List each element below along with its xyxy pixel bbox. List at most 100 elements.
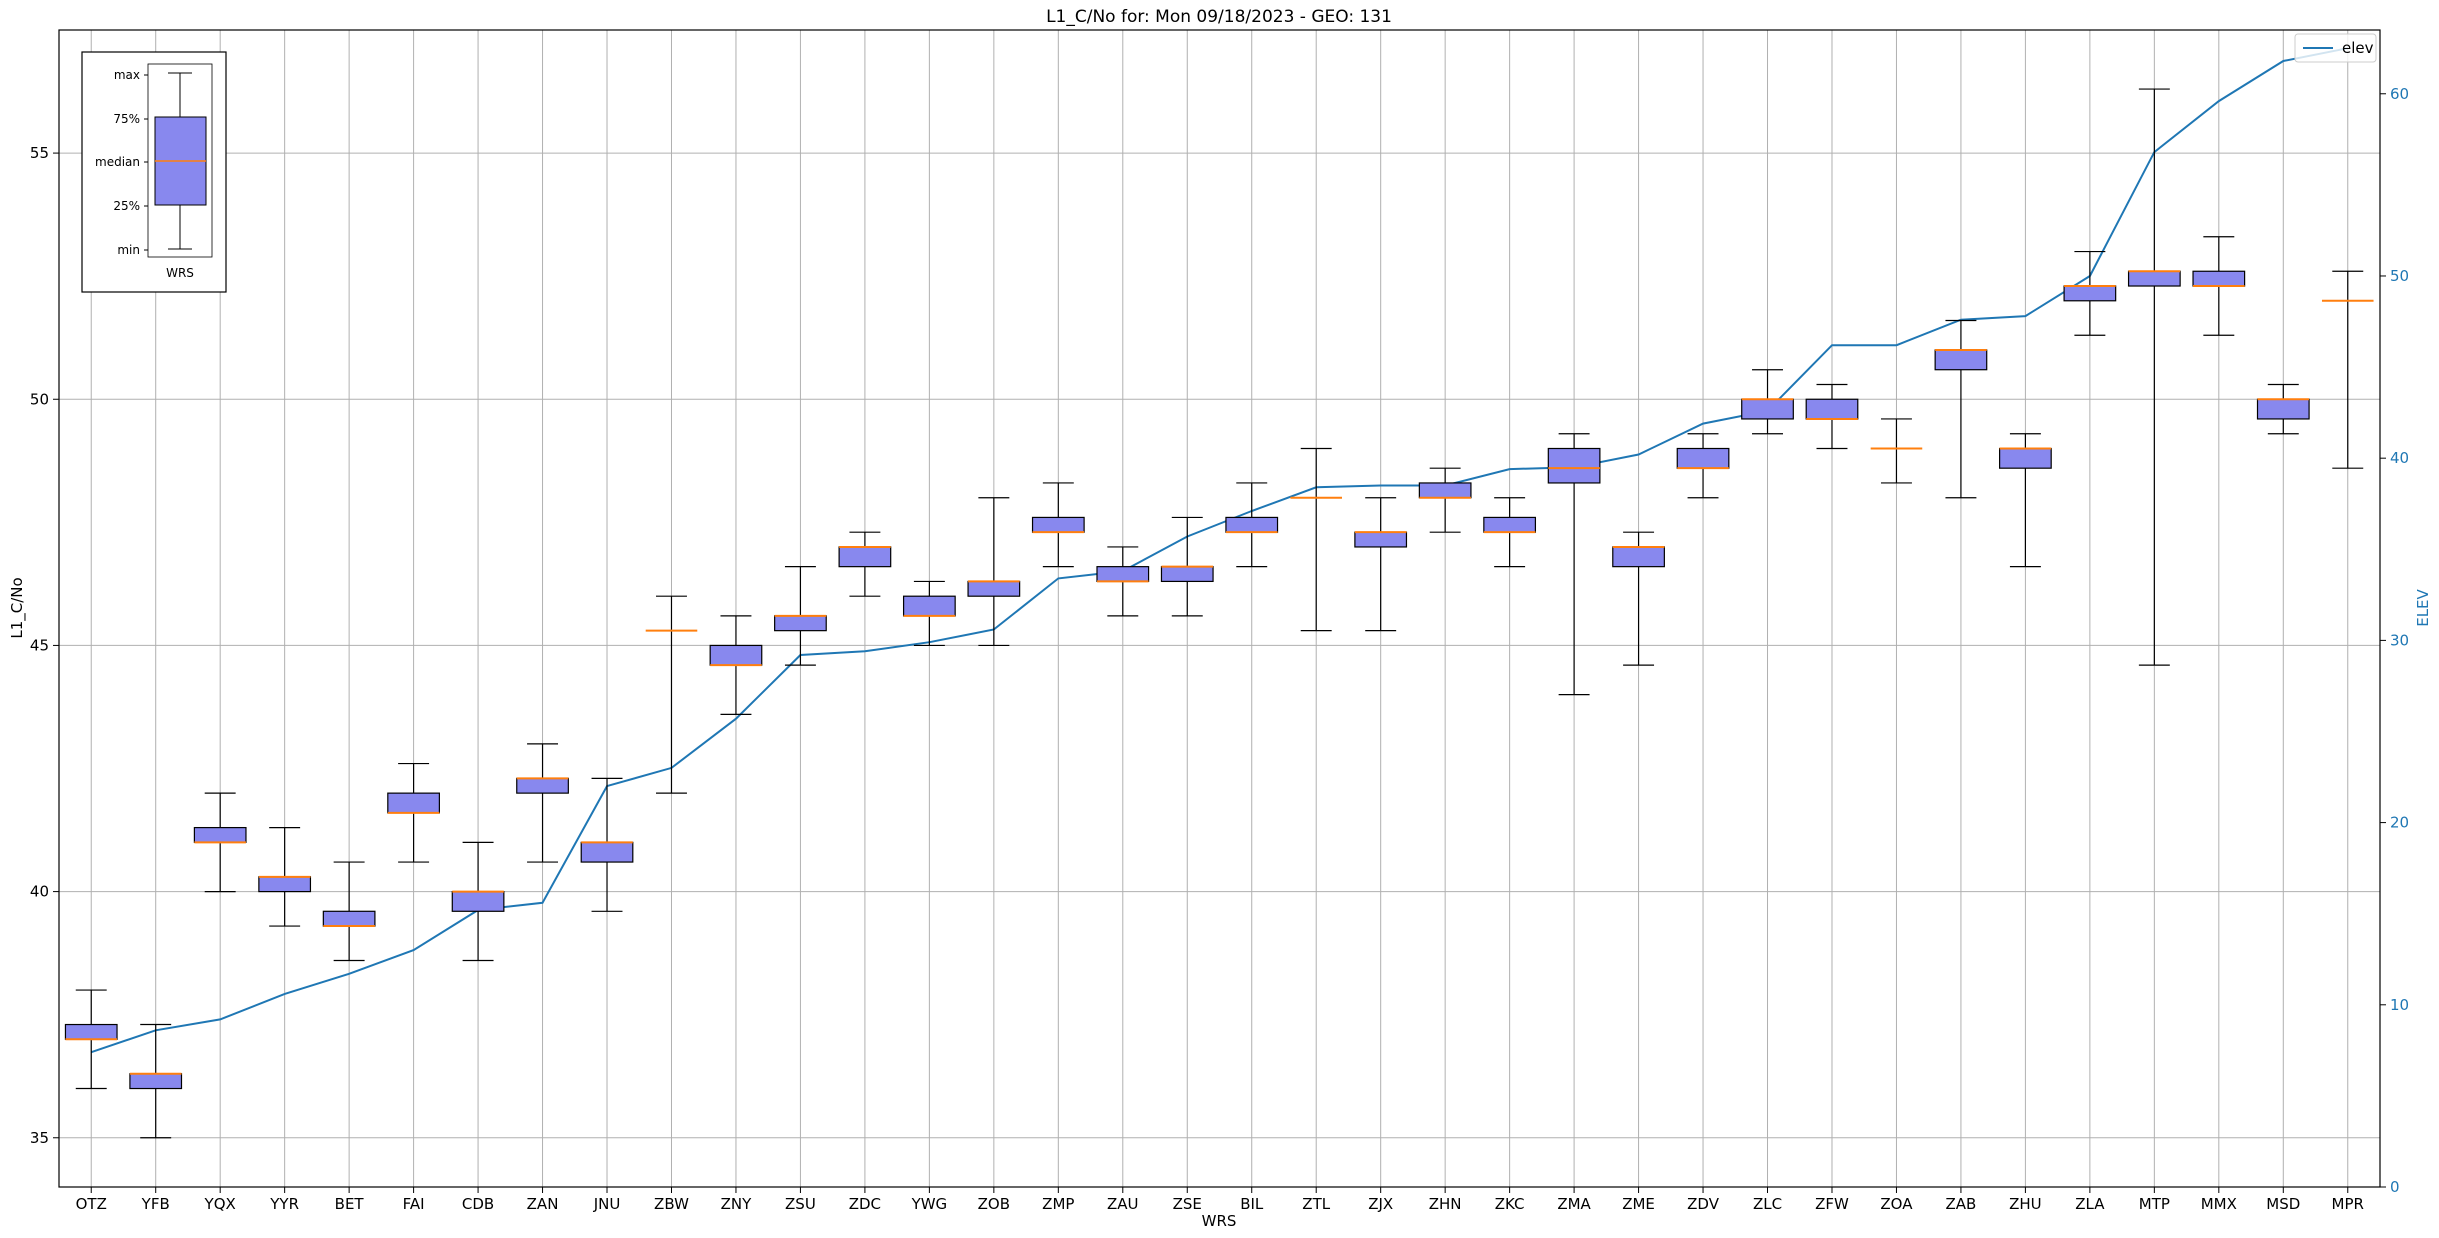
box-bil [1225,482,1279,568]
box-iqr [1547,447,1601,484]
box-zjx [1354,497,1408,632]
box-zny [709,615,763,715]
box-zoa [1870,418,1923,484]
x-tick-label: ZBW [654,1195,689,1213]
box-yfb [129,1023,183,1139]
box-iqr [1354,531,1408,548]
legend-frame [2294,33,2377,63]
box-zdc [838,531,892,597]
box-zla [2063,250,2117,336]
box-iqr [1225,516,1279,533]
inset-label-75: 75% [113,112,140,126]
x-tick-label: ZME [1622,1195,1655,1213]
x-tick-label: ZHN [1429,1195,1462,1213]
legend-label-elev: elev [2342,39,2374,57]
x-tick-label: ZAB [1946,1195,1977,1213]
x-tick-label: ZFW [1815,1195,1849,1213]
x-tick-label: ZNY [721,1195,752,1213]
box-iqr [1805,398,1859,420]
box-iqr [1160,566,1214,583]
box-iqr [193,826,247,843]
x-tick-label: MMX [2201,1195,2237,1213]
y2-tick-label: 20 [2390,814,2409,832]
box-iqr [322,910,376,927]
box-otz [64,989,118,1090]
x-tick-label: ZMP [1042,1195,1074,1213]
y2-tick-label: 0 [2390,1178,2400,1196]
y-tick-label: 55 [30,144,49,162]
y2-tick-label: 30 [2390,631,2409,649]
elevation-line-series [90,47,2348,1054]
x-tick-label: ZKC [1495,1195,1525,1213]
x-tick-label: MPR [2332,1195,2364,1213]
box-iqr [774,615,827,632]
box-zkc [1483,497,1537,568]
box-zmp [1031,482,1085,568]
box-iqr [1418,482,1472,499]
box-zlc [1741,369,1794,435]
y-tick-label: 45 [30,636,49,654]
box-yyr [258,826,312,927]
box-iqr [2192,270,2246,287]
legend: elev [2294,33,2377,63]
box-iqr [258,876,312,893]
x-tick-label: ZHU [2009,1195,2042,1213]
x-tick-label: FAI [403,1195,425,1213]
box-iqr [1741,398,1794,420]
box-yqx [193,792,247,893]
x-axis-ticks: OTZ YFB YQX YYR BET FAI CDB ZAN JNU ZBW ZNY ZSU ZDC Y… [76,1187,2364,1213]
box-mtp [2127,88,2181,666]
x-tick-label: CDB [462,1195,494,1213]
box-jnu [580,777,634,912]
box-iqr [2256,398,2310,420]
box-iqr [2127,270,2181,287]
inset-label-max: max [114,68,140,82]
box-iqr [516,777,569,794]
x-tick-label: ZSU [785,1195,816,1213]
box-iqr [1483,516,1537,533]
y-tick-label: 40 [30,883,49,901]
box-zsu [774,566,827,666]
x-tick-label: ZOA [1880,1195,1913,1213]
box-ztl [1290,447,1342,632]
x-axis-label: WRS [1202,1212,1237,1230]
grid-lines [59,30,2380,1187]
box-iqr [2063,285,2117,302]
inset-xlabel: WRS [166,266,194,280]
y2-axis-label: ELEV [2414,588,2432,626]
inset-label-min: min [117,243,140,257]
x-tick-label: ZDC [849,1195,881,1213]
x-tick-label: MSD [2266,1195,2300,1213]
box-zfw [1805,383,1859,450]
y-axis-ticks: 35 40 45 50 55 [30,144,59,1147]
box-msd [2256,383,2310,435]
box-cdb [451,841,505,962]
x-tick-label: OTZ [76,1195,107,1213]
x-tick-label: YYR [269,1195,299,1213]
x-tick-label: ZAU [1107,1195,1139,1213]
x-tick-label: JNU [593,1195,621,1213]
inset-inner-frame [147,63,213,258]
x-tick-label: YFB [141,1195,170,1213]
x-tick-label: MTP [2139,1195,2170,1213]
y-axis-label: L1_C/No [8,577,27,638]
box-zma [1547,433,1601,696]
box-zbw [645,595,698,794]
x-tick-label: ZTL [1302,1195,1330,1213]
y-tick-label: 35 [30,1129,49,1147]
box-series [64,88,2374,1139]
y2-axis-ticks: 0 10 20 30 40 50 60 [2380,85,2409,1196]
x-tick-label: ZMA [1557,1195,1591,1213]
box-iqr [1999,447,2052,469]
box-mmx [2192,236,2246,336]
y2-tick-label: 40 [2390,449,2409,467]
inset-label-25: 25% [113,199,140,213]
y-tick-label: 50 [30,390,49,408]
x-tick-label: ZAN [527,1195,559,1213]
x-tick-label: ZJX [1368,1195,1393,1213]
box-fai [387,762,440,863]
elev-line [90,47,2348,1054]
box-zob [967,497,1021,647]
x-tick-label: BET [335,1195,365,1213]
